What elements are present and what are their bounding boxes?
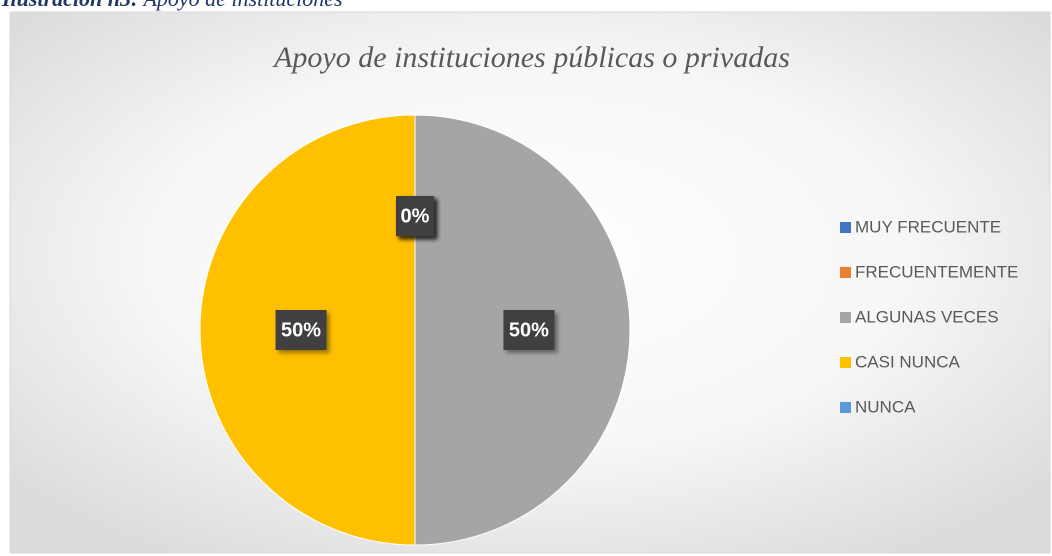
legend-swatch — [840, 357, 851, 368]
data-label: 50% — [509, 319, 549, 341]
legend-swatch — [840, 222, 851, 233]
legend-swatch — [840, 267, 851, 278]
caption-label: Ilustración n3: — [1, 0, 138, 11]
data-label-group: 50% — [503, 310, 555, 350]
chart-title: Apoyo de instituciones públicas o privad… — [272, 41, 790, 74]
legend-swatch — [840, 312, 851, 323]
data-label: 0% — [401, 205, 430, 227]
data-label-box — [503, 310, 555, 350]
legend-label: ALGUNAS VECES — [855, 307, 999, 326]
data-label-group: 50% — [275, 310, 327, 350]
caption-text: Apoyo de instituciones — [141, 0, 342, 11]
legend-label: CASI NUNCA — [855, 352, 961, 371]
data-label-group: 0% — [396, 196, 434, 237]
legend-label: MUY FRECUENTE — [855, 217, 1001, 236]
data-label-box — [275, 310, 327, 350]
legend-label: FRECUENTEMENTE — [855, 262, 1018, 281]
data-label: 50% — [281, 319, 321, 341]
data-label-box — [396, 196, 434, 237]
legend-label: NUNCA — [855, 397, 916, 416]
legend-swatch — [840, 402, 851, 413]
caption: Ilustración n3: Apoyo de instituciones — [1, 0, 343, 11]
